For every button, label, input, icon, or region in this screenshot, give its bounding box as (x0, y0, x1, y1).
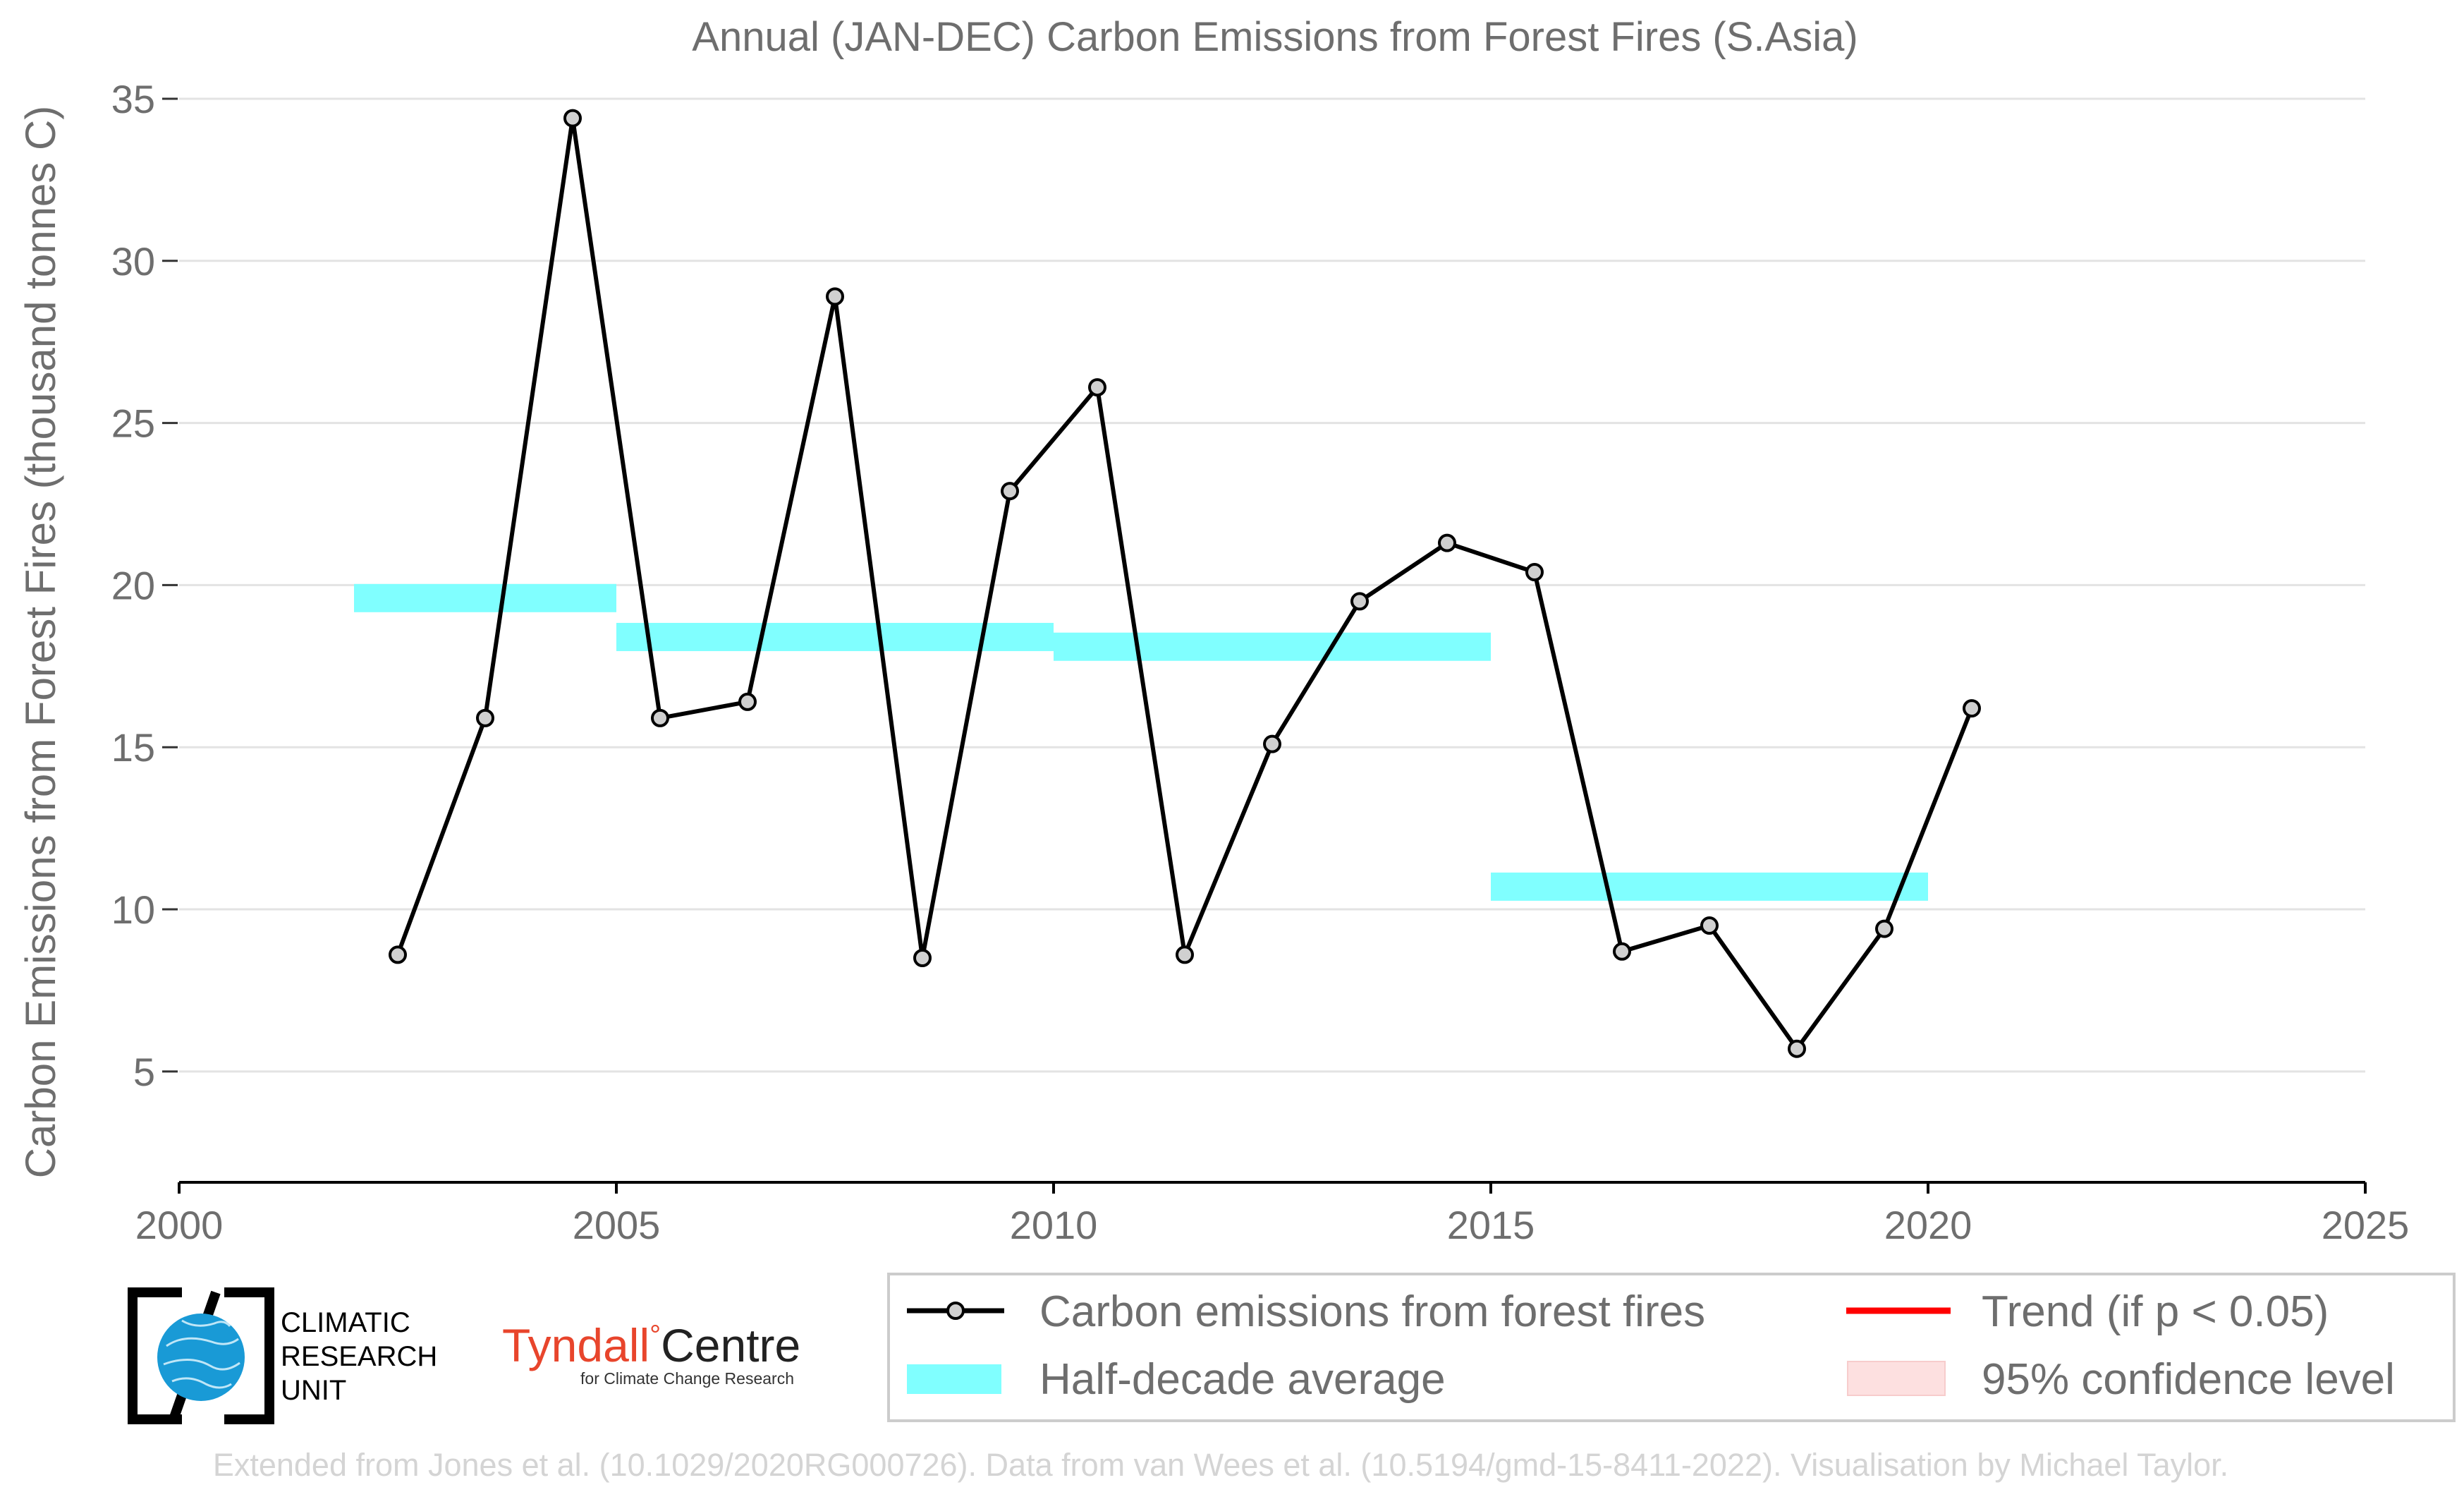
data-point-2020.5 (1963, 699, 1981, 718)
data-point-2017.5 (1700, 916, 1719, 935)
data-point-2015.5 (1525, 563, 1544, 582)
x-tick-label-2010: 2010 (1010, 1203, 1098, 1247)
x-tick-label-2000: 2000 (135, 1203, 224, 1247)
legend-item-confidence: 95% confidence level (1847, 1355, 2395, 1404)
legend-trend-label: Trend (if p < 0.05) (1982, 1287, 2329, 1336)
data-point-2008.5 (913, 948, 932, 967)
data-point-2019.5 (1875, 919, 1893, 938)
y-tick-label-35: 35 (111, 77, 155, 121)
data-point-2002.5 (389, 945, 407, 964)
cru-logo-line2: RESEARCH (281, 1341, 437, 1372)
data-point-2005.5 (651, 708, 669, 727)
legend-half-decade-swatch (907, 1364, 1001, 1394)
series-line (389, 109, 1981, 1058)
legend-emissions-label: Carbon emissions from forest fires (1039, 1287, 1705, 1336)
data-point-2009.5 (1001, 482, 1019, 501)
y-tick-label-5: 5 (133, 1050, 155, 1094)
legend-frame (887, 1273, 2456, 1422)
data-point-2010.5 (1088, 378, 1106, 397)
chart-title: Annual (JAN-DEC) Carbon Emissions from F… (692, 14, 1858, 60)
half-decade-bar-2 (616, 622, 1054, 651)
tyndall-logo: Tyndall°Centre for Climate Change Resear… (502, 1319, 800, 1388)
legend-confidence-swatch (1847, 1361, 1946, 1396)
svg-text:Tyndall°Centre: Tyndall°Centre (502, 1319, 800, 1371)
half-decade-bar-1 (354, 583, 616, 612)
legend: Carbon emissions from forest fires Trend… (887, 1273, 2456, 1422)
legend-half-decade-label: Half-decade average (1039, 1355, 1446, 1404)
tyndall-logo-centre: Centre (661, 1319, 800, 1371)
data-point-2016.5 (1613, 942, 1631, 961)
data-point-2018.5 (1788, 1039, 1806, 1058)
credit-text: Extended from Jones et al. (10.1029/2020… (213, 1447, 2228, 1483)
cru-logo-emblem (128, 1287, 274, 1424)
half-decade-bar-4 (1491, 872, 1928, 901)
y-tick-label-20: 20 (111, 563, 155, 607)
tyndall-logo-subtitle: for Climate Change Research (580, 1369, 794, 1388)
x-tick-label-2015: 2015 (1447, 1203, 1535, 1247)
x-tick-label-2020: 2020 (1884, 1203, 1972, 1247)
x-tick-label-2005: 2005 (573, 1203, 661, 1247)
y-tick-label-30: 30 (111, 239, 155, 284)
data-point-2003.5 (476, 708, 494, 727)
legend-item-half-decade: Half-decade average (907, 1355, 1446, 1404)
legend-emissions-marker-swatch (946, 1302, 965, 1320)
x-axis: 2000 2005 2010 2015 2020 2025 (135, 1181, 2410, 1247)
y-tick-label-15: 15 (111, 725, 155, 770)
half-decade-bar-3 (1054, 632, 1491, 661)
legend-confidence-label: 95% confidence level (1982, 1355, 2395, 1404)
tyndall-logo-name: Tyndall (502, 1319, 649, 1371)
data-point-2012.5 (1263, 734, 1281, 753)
cru-logo-line3: UNIT (281, 1375, 346, 1406)
data-point-2007.5 (826, 287, 844, 306)
y-tick-label-25: 25 (111, 401, 155, 446)
y-axis-label: Carbon Emissions from Forest Fires (thou… (17, 106, 64, 1179)
half-decade-average-bars (354, 583, 1928, 901)
x-tick-label-2025: 2025 (2322, 1203, 2410, 1247)
data-point-2004.5 (563, 109, 582, 128)
tyndall-logo-degree: ° (649, 1320, 661, 1351)
data-point-2014.5 (1438, 533, 1456, 552)
data-point-2006.5 (738, 692, 757, 711)
data-point-2011.5 (1176, 945, 1194, 964)
y-tick-label-10: 10 (111, 887, 155, 932)
y-tick-labels: 5 10 15 20 25 30 35 (111, 77, 155, 1094)
legend-item-trend: Trend (if p < 0.05) (1846, 1287, 2329, 1336)
cru-logo-line1: CLIMATIC (281, 1307, 410, 1338)
data-point-2013.5 (1350, 592, 1369, 611)
cru-logo: CLIMATIC RESEARCH UNIT (128, 1287, 437, 1424)
legend-item-emissions: Carbon emissions from forest fires (907, 1287, 1705, 1336)
